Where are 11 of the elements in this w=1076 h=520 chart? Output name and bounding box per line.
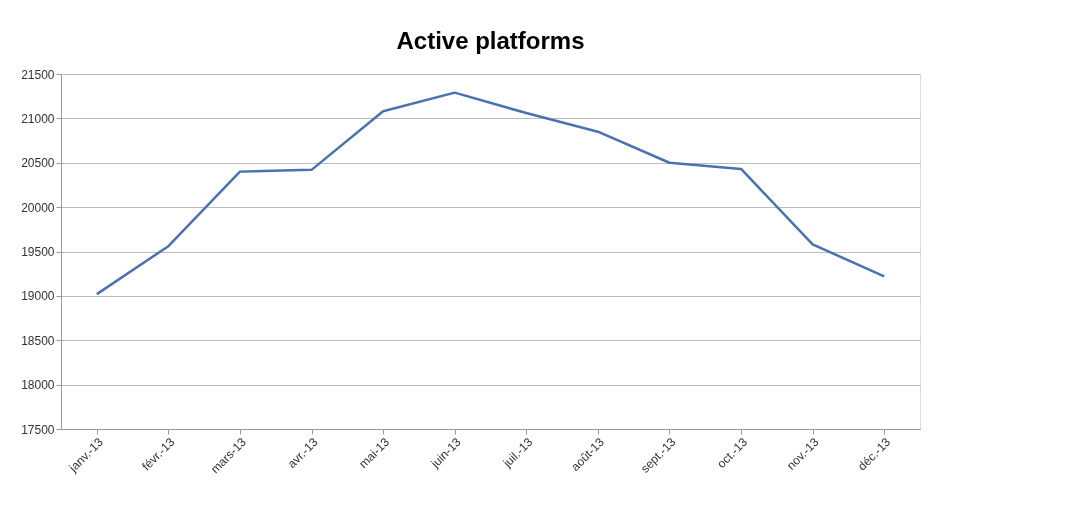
y-tick-label: 18500 <box>21 333 55 348</box>
y-tick-label: 19000 <box>21 289 55 304</box>
y-tick-label: 21500 <box>21 67 55 82</box>
y-tick-label: 20500 <box>21 156 55 171</box>
y-tick-label: 19500 <box>21 245 55 259</box>
y-tick-label: 20000 <box>21 200 55 215</box>
y-tick-label: 17500 <box>21 422 55 437</box>
y-tick-label: 18000 <box>21 378 55 393</box>
chart-title: Active platforms <box>396 27 585 54</box>
line-series <box>95 91 886 296</box>
y-tick-label: 21000 <box>21 111 55 126</box>
